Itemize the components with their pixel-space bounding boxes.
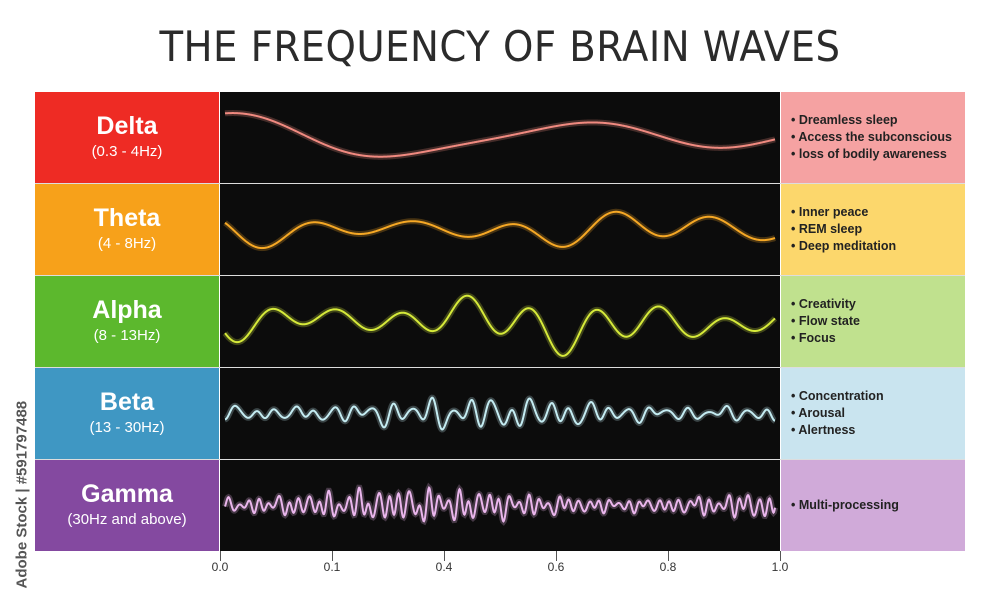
x-tick	[780, 551, 781, 561]
band-effects: • Creativity • Flow state • Focus	[781, 276, 965, 367]
wave-line	[224, 396, 776, 431]
row-divider	[35, 459, 965, 460]
effect-item: • Dreamless sleep	[791, 113, 898, 127]
x-tick-label: 0.8	[659, 560, 677, 574]
band-label: Delta (0.3 - 4Hz)	[35, 92, 219, 183]
x-tick	[444, 551, 445, 561]
x-tick	[332, 551, 333, 561]
row-divider	[35, 367, 965, 368]
band-row-gamma: Gamma (30Hz and above) • Multi-processin…	[35, 460, 965, 551]
x-tick	[556, 551, 557, 561]
wave-glow	[224, 110, 776, 160]
band-effects: • Multi-processing	[781, 460, 965, 551]
effect-item: • Alertness	[791, 423, 856, 437]
wave-line	[224, 486, 776, 523]
effect-item: • Concentration	[791, 389, 884, 403]
effect-item: • Creativity	[791, 297, 856, 311]
wave-svg	[223, 208, 776, 252]
wave-svg	[223, 394, 777, 433]
band-name: Delta	[96, 112, 158, 140]
band-row-alpha: Alpha (8 - 13Hz) • Creativity • Flow stat…	[35, 276, 965, 367]
x-tick-label: 0.4	[435, 560, 453, 574]
wave-line	[224, 294, 776, 357]
band-label: Theta (4 - 8Hz)	[35, 184, 219, 275]
wave-plot	[220, 368, 780, 459]
wave-plot	[220, 460, 780, 551]
band-range: (0.3 - 4Hz)	[91, 143, 163, 160]
band-range: (4 - 8Hz)	[97, 235, 157, 252]
wave-svg	[222, 482, 778, 526]
effect-item: • REM sleep	[791, 222, 863, 236]
band-row-delta: Delta (0.3 - 4Hz) • Dreamless sleep • Acc…	[35, 92, 965, 183]
band-label: Beta (13 - 30Hz)	[35, 368, 219, 459]
wave-line	[224, 112, 776, 158]
effect-item: • Arousal	[791, 406, 845, 420]
row-divider	[35, 183, 965, 184]
band-range: (30Hz and above)	[67, 511, 187, 528]
wave-svg	[222, 292, 778, 359]
band-name: Beta	[99, 388, 155, 416]
effect-item: • Flow state	[791, 314, 860, 328]
band-effects: • Dreamless sleep • Access the subconscio…	[781, 92, 965, 183]
x-tick-label: 0.1	[323, 560, 341, 574]
row-divider	[35, 275, 965, 276]
x-tick-label: 1.0	[771, 560, 789, 574]
effect-item: • Focus	[791, 331, 836, 345]
x-tick-label: 0.6	[547, 560, 565, 574]
wave-line	[224, 210, 776, 250]
band-name: Gamma	[81, 480, 173, 508]
band-label: Gamma (30Hz and above)	[35, 460, 219, 551]
band-name: Theta	[93, 204, 161, 232]
band-row-beta: Beta (13 - 30Hz) • Concentration • Arousa…	[35, 368, 965, 459]
x-tick	[220, 551, 221, 561]
band-effects: • Inner peace • REM sleep • Deep meditatio…	[781, 184, 965, 275]
effect-item: • Deep meditation	[791, 239, 897, 253]
wave-plot	[220, 92, 780, 183]
effect-item: • Access the subconscious	[791, 130, 952, 144]
x-tick	[668, 551, 669, 561]
band-range: (8 - 13Hz)	[93, 327, 161, 344]
effect-item: • Multi-processing	[791, 498, 899, 512]
band-label: Alpha (8 - 13Hz)	[35, 276, 219, 367]
effect-item: • Inner peace	[791, 205, 869, 219]
wave-plot	[220, 184, 780, 275]
band-row-theta: Theta (4 - 8Hz) • Inner peace • REM sleep…	[35, 184, 965, 275]
band-effects: • Concentration • Arousal • Alertness	[781, 368, 965, 459]
x-tick-label: 0.0	[211, 560, 229, 574]
wave-glow	[223, 208, 776, 252]
watermark-text: Adobe Stock | #591797488	[13, 400, 31, 589]
page-title: THE FREQUENCY OF BRAIN WAVES	[159, 22, 841, 71]
wave-plot	[220, 276, 780, 367]
effect-item: • loss of bodily awareness	[791, 147, 947, 161]
band-range: (13 - 30Hz)	[89, 419, 165, 436]
wave-glow	[222, 292, 778, 359]
wave-svg	[224, 110, 776, 160]
band-name: Alpha	[92, 296, 162, 324]
